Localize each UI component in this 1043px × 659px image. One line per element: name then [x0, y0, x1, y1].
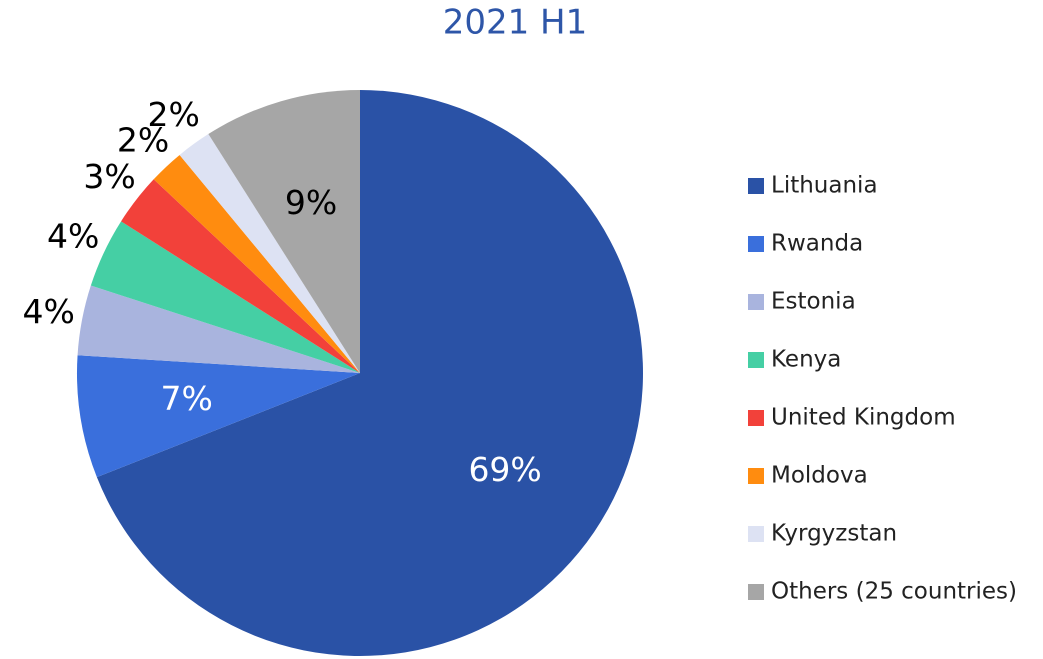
legend-label: Kenya	[771, 347, 841, 373]
legend-label: Rwanda	[771, 231, 863, 257]
pie-slice	[77, 355, 360, 478]
data-label: 2%	[148, 95, 200, 134]
legend-swatch	[748, 178, 764, 194]
chart-title: 2021 H1	[443, 3, 588, 43]
legend-swatch	[748, 236, 764, 252]
legend-swatch	[748, 468, 764, 484]
pie-slice	[208, 90, 360, 373]
data-label: 2%	[117, 120, 169, 159]
legend-swatch	[748, 294, 764, 310]
legend-label: Others (25 countries)	[771, 579, 1017, 605]
legend-label: Moldova	[771, 463, 868, 489]
pie-slice	[153, 154, 360, 373]
legend-label: Estonia	[771, 289, 856, 315]
legend-label: United Kingdom	[771, 405, 956, 431]
pie-slice	[179, 134, 360, 373]
legend-swatch	[748, 352, 764, 368]
data-label: 7%	[161, 379, 213, 418]
pie-slice	[77, 285, 360, 373]
data-label: 9%	[285, 183, 337, 222]
data-label: 3%	[83, 157, 135, 196]
legend-swatch	[748, 410, 764, 426]
data-label: 4%	[22, 292, 74, 331]
legend-swatch	[748, 526, 764, 542]
data-label: 4%	[47, 217, 99, 256]
legend-label: Lithuania	[771, 173, 878, 199]
data-label: 69%	[468, 450, 541, 489]
pie-slice	[90, 221, 360, 373]
legend-label: Kyrgyzstan	[771, 521, 897, 547]
pie-slice	[96, 90, 643, 656]
legend-swatch	[748, 584, 764, 600]
pie-slice	[121, 179, 360, 373]
